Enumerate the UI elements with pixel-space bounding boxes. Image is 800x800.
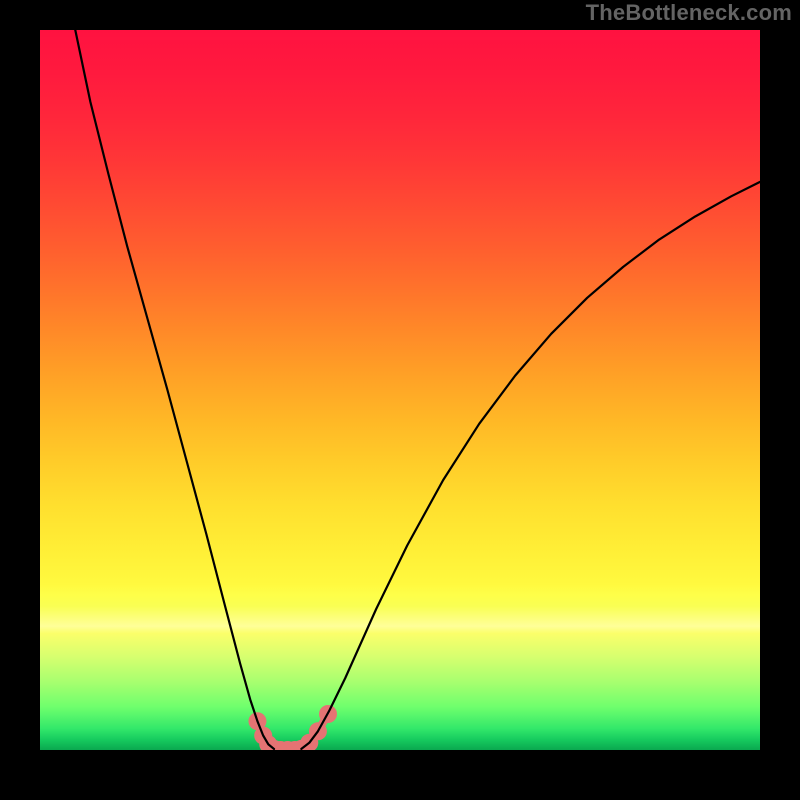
bottleneck-chart xyxy=(0,0,800,800)
watermark-label: TheBottleneck.com xyxy=(586,0,792,26)
chart-root: TheBottleneck.com xyxy=(0,0,800,800)
